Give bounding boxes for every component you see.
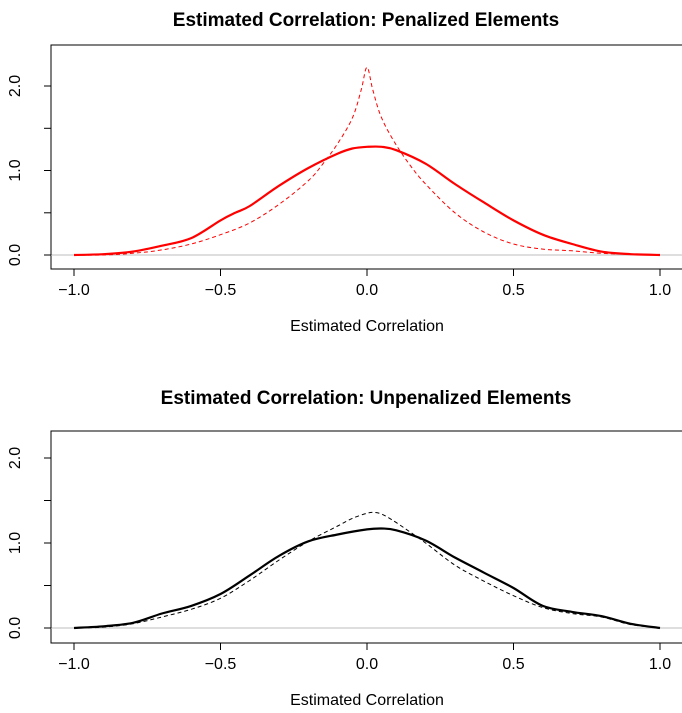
plot-frame <box>50 430 682 644</box>
chart-title: Estimated Correlation: Unpenalized Eleme… <box>161 388 572 409</box>
x-tick-label: −1.0 <box>58 282 90 299</box>
x-axis-label: Estimated Correlation <box>290 692 444 709</box>
dashed-density-line <box>73 66 661 256</box>
x-tick-label: −1.0 <box>58 656 90 673</box>
chart-unpenalized: Estimated Correlation: Unpenalized Eleme… <box>7 388 682 709</box>
dashed-density-line <box>73 511 661 629</box>
x-tick-label: 0.5 <box>502 282 524 299</box>
x-axis: −1.0 −0.5 0.0 0.5 1.0 <box>58 268 671 299</box>
solid-density-line <box>73 145 661 257</box>
y-axis: 0.0 1.0 2.0 <box>7 75 52 266</box>
chart-title: Estimated Correlation: Penalized Element… <box>173 10 559 31</box>
x-tick-label: 0.0 <box>356 282 378 299</box>
series-layer <box>73 66 661 257</box>
x-tick-label: 0.0 <box>356 656 378 673</box>
y-tick-label: 2.0 <box>7 75 24 97</box>
chart-penalized: Estimated Correlation: Penalized Element… <box>7 10 682 335</box>
x-tick-label: −0.5 <box>205 282 237 299</box>
plot-frame <box>50 44 682 270</box>
y-tick-label: 1.0 <box>7 159 24 181</box>
solid-density-line <box>73 527 661 630</box>
x-tick-label: 0.5 <box>502 656 524 673</box>
x-axis-label: Estimated Correlation <box>290 318 444 335</box>
x-axis: −1.0 −0.5 0.0 0.5 1.0 <box>58 642 671 673</box>
x-tick-label: 1.0 <box>649 656 671 673</box>
x-tick-label: −0.5 <box>205 656 237 673</box>
x-tick-label: 1.0 <box>649 282 671 299</box>
series-layer <box>73 511 661 630</box>
y-axis: 0.0 1.0 2.0 <box>7 447 52 639</box>
y-tick-label: 0.0 <box>7 244 24 266</box>
y-tick-label: 2.0 <box>7 447 24 469</box>
y-tick-label: 1.0 <box>7 532 24 554</box>
y-tick-label: 0.0 <box>7 617 24 639</box>
